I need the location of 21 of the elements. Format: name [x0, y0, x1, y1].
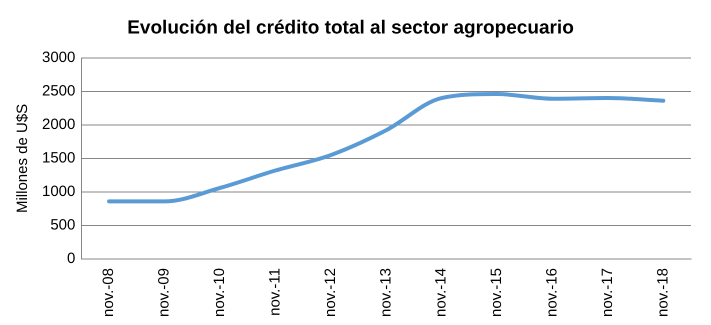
y-tick-label: 1500: [42, 150, 76, 167]
y-axis-title: Millones de U$S: [14, 104, 32, 214]
y-tick-label: 2000: [42, 116, 76, 134]
y-tick-label: 0: [67, 250, 76, 268]
y-tick-label: 500: [50, 216, 76, 234]
x-tick-label: nov.-12: [322, 268, 339, 318]
x-tick-label: nov.-08: [100, 268, 118, 318]
y-tick-label: 1000: [42, 183, 76, 200]
x-tick-label: nov.-14: [432, 268, 450, 318]
chart-title: Evolución del crédito total al sector agropecuario: [127, 18, 574, 39]
y-tick-label: 2500: [42, 82, 76, 100]
x-tick-label: nov.-11: [266, 268, 284, 316]
x-tick-label: nov.-10: [211, 268, 228, 318]
x-tick-label: nov.-13: [377, 268, 394, 318]
y-tick-label: 3000: [42, 48, 76, 66]
x-tick-label: nov.-15: [488, 268, 506, 318]
x-tick-label: nov.-16: [544, 268, 561, 318]
x-tick-label: nov.-09: [156, 268, 173, 318]
x-tick-label: nov.-17: [599, 268, 616, 318]
line-series: [107, 92, 666, 204]
x-tick-label: nov.-18: [654, 268, 672, 318]
